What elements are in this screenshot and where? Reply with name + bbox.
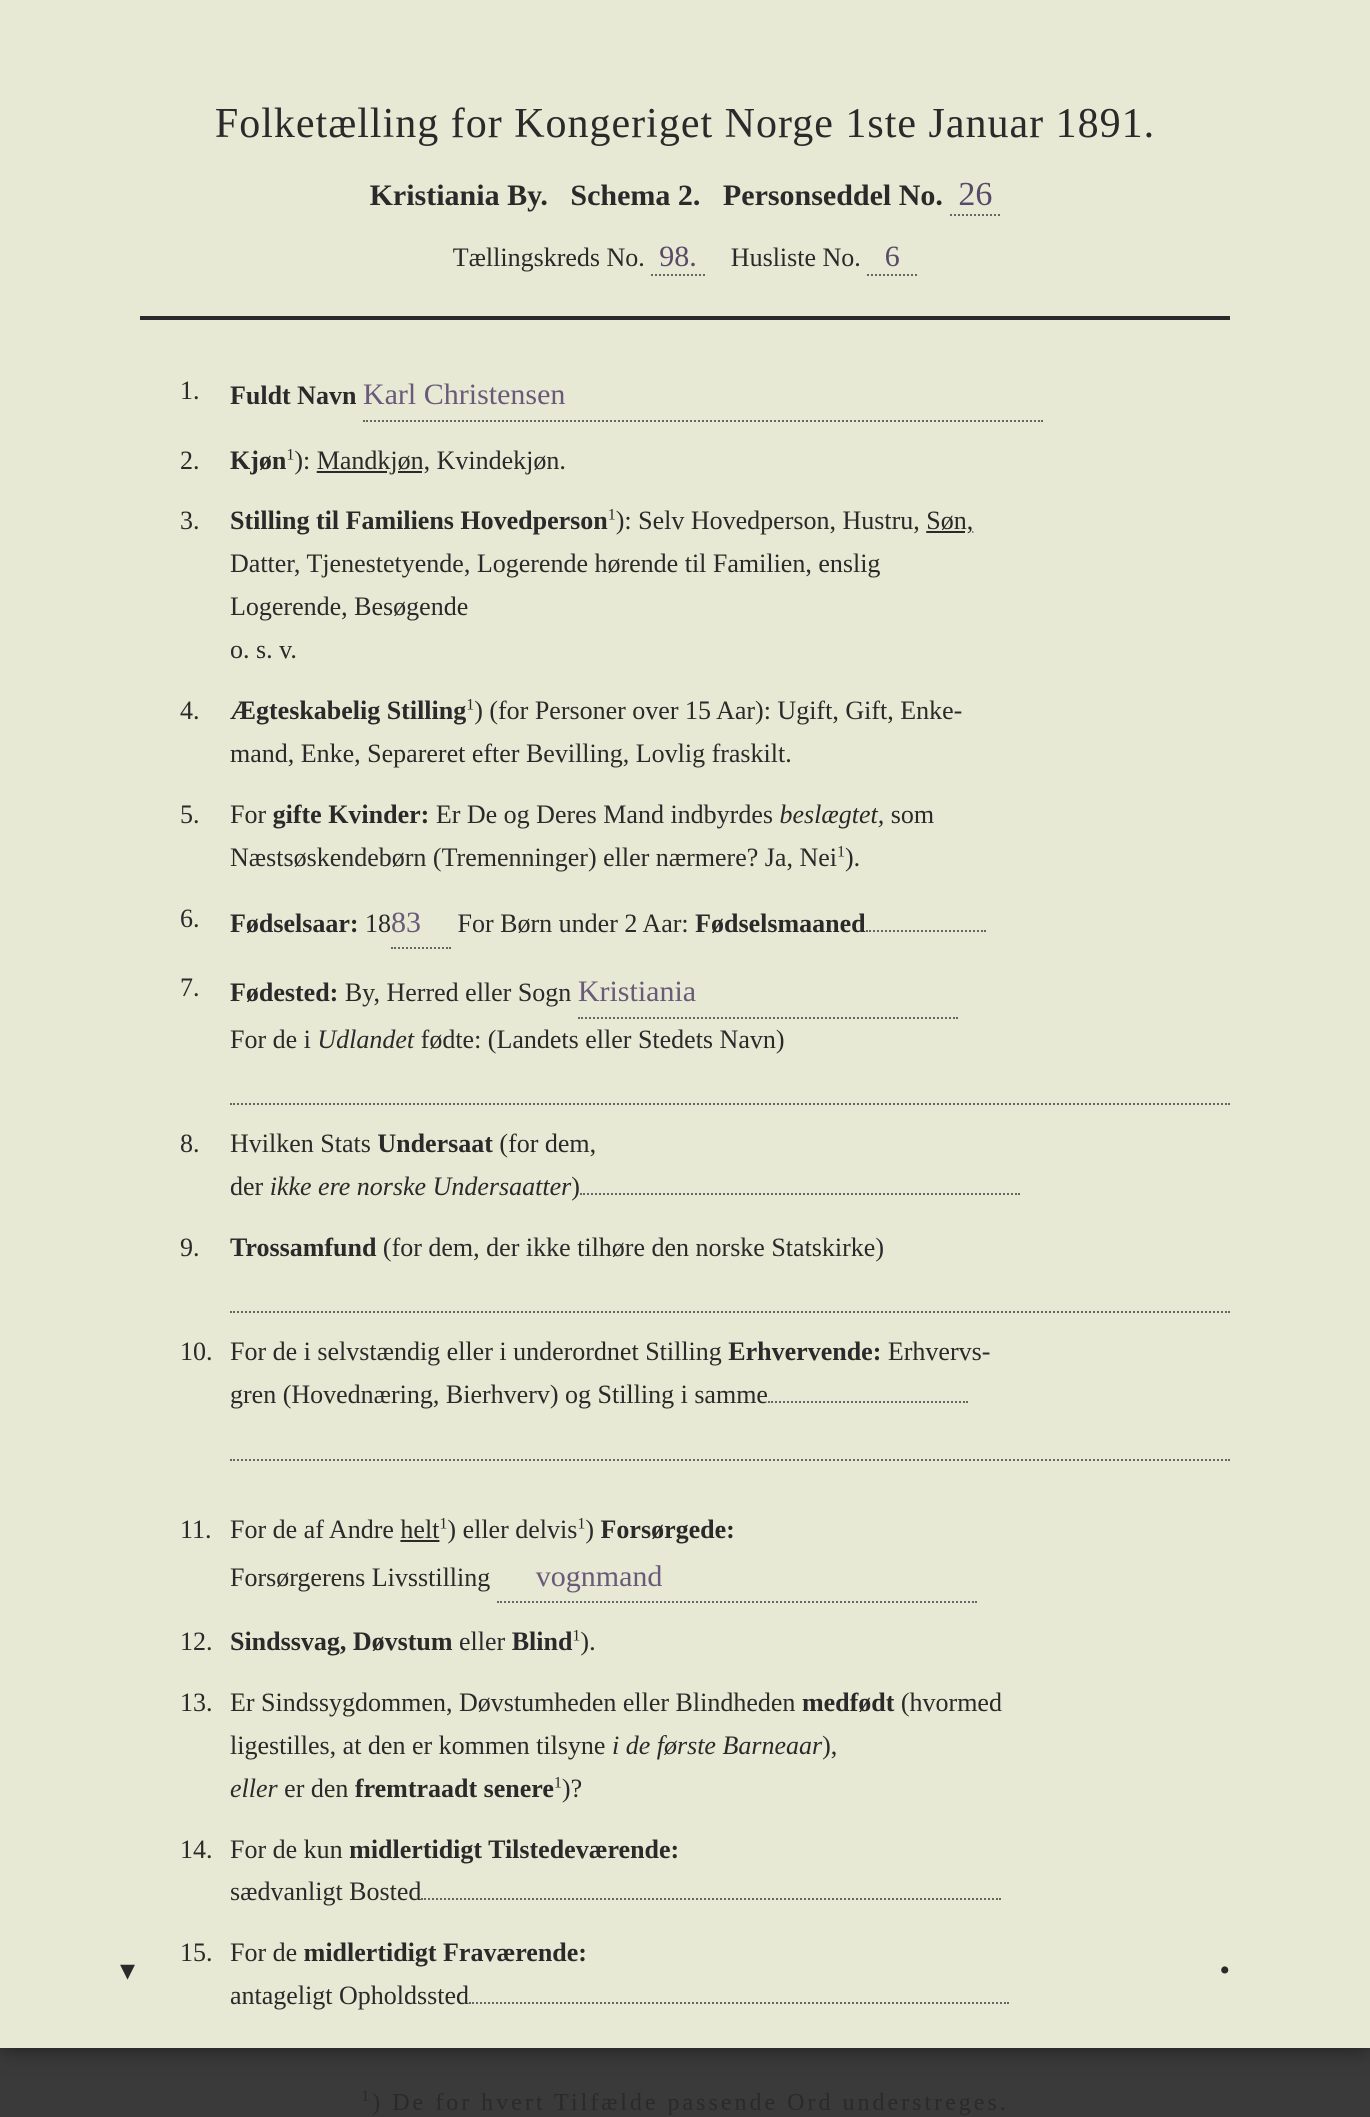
form-body: 1. Fuldt Navn Karl Christensen 2. Kjøn1)… bbox=[140, 370, 1230, 2018]
row-content: Stilling til Familiens Hovedperson1): Se… bbox=[230, 500, 1230, 672]
row-num: 11. bbox=[180, 1509, 230, 1552]
row-content: Sindssvag, Døvstum eller Blind1). bbox=[230, 1621, 1230, 1664]
field-label: Fuldt Navn bbox=[230, 381, 356, 410]
row-3: 3. Stilling til Familiens Hovedperson1):… bbox=[180, 500, 1230, 672]
field-label: midlertidigt Tilstedeværende: bbox=[349, 1835, 679, 1864]
row-7: 7. Fødested: By, Herred eller Sogn Krist… bbox=[180, 967, 1230, 1061]
field-label: Fødested: bbox=[230, 978, 338, 1007]
field-label: Erhvervende: bbox=[728, 1337, 881, 1366]
row-num: 4. bbox=[180, 690, 230, 733]
kreds-value: 98. bbox=[651, 240, 705, 276]
husliste-value: 6 bbox=[867, 240, 917, 276]
row-num: 7. bbox=[180, 967, 230, 1010]
row-8: 8. Hvilken Stats Undersaat (for dem, der… bbox=[180, 1123, 1230, 1209]
field-label: medfødt bbox=[802, 1688, 894, 1717]
row-content: For de kun midlertidigt Tilstedeværende:… bbox=[230, 1829, 1230, 1915]
row-content: Er Sindssygdommen, Døvstumheden eller Bl… bbox=[230, 1682, 1230, 1811]
row-content: Hvilken Stats Undersaat (for dem, der ik… bbox=[230, 1123, 1230, 1209]
row-9: 9. Trossamfund (for dem, der ikke tilhør… bbox=[180, 1227, 1230, 1270]
row-num: 12. bbox=[180, 1621, 230, 1664]
row-content: For de i selvstændig eller i underordnet… bbox=[230, 1331, 1230, 1417]
corner-mark-left: ▾ bbox=[120, 1953, 135, 1988]
personseddel-value: 26 bbox=[950, 176, 1000, 216]
row-content: Ægteskabelig Stilling1) (for Personer ov… bbox=[230, 690, 1230, 776]
birth-year: 83 bbox=[391, 898, 451, 950]
row-13: 13. Er Sindssygdommen, Døvstumheden elle… bbox=[180, 1682, 1230, 1811]
row-content: Trossamfund (for dem, der ikke tilhøre d… bbox=[230, 1227, 1230, 1270]
field-label: Undersaat bbox=[377, 1129, 493, 1158]
row-4: 4. Ægteskabelig Stilling1) (for Personer… bbox=[180, 690, 1230, 776]
row-num: 13. bbox=[180, 1682, 230, 1725]
name-value: Karl Christensen bbox=[363, 378, 565, 411]
field-label: Ægteskabelig Stilling bbox=[230, 696, 466, 725]
row-12: 12. Sindssvag, Døvstum eller Blind1). bbox=[180, 1621, 1230, 1664]
row-content: Fuldt Navn Karl Christensen bbox=[230, 370, 1230, 422]
row-num: 1. bbox=[180, 370, 230, 413]
meta-row: Tællingskreds No. 98. Husliste No. 6 bbox=[140, 240, 1230, 276]
row-num: 3. bbox=[180, 500, 230, 543]
footnote: 1) De for hvert Tilfælde passende Ord un… bbox=[140, 2088, 1230, 2117]
birthplace: Kristiania bbox=[578, 975, 696, 1008]
row-content: For de midlertidigt Fraværende: antageli… bbox=[230, 1932, 1230, 2018]
row-5: 5. For gifte Kvinder: Er De og Deres Man… bbox=[180, 794, 1230, 880]
form-title: Folketælling for Kongeriget Norge 1ste J… bbox=[140, 100, 1230, 148]
row-num: 2. bbox=[180, 440, 230, 483]
row-num: 15. bbox=[180, 1932, 230, 1975]
row-num: 10. bbox=[180, 1331, 230, 1374]
row-2: 2. Kjøn1): Mandkjøn, Kvindekjøn. bbox=[180, 440, 1230, 483]
census-form-page: Folketælling for Kongeriget Norge 1ste J… bbox=[0, 0, 1370, 2048]
field-label: gifte Kvinder: bbox=[273, 800, 430, 829]
row-content: Fødselsaar: 1883 For Børn under 2 Aar: F… bbox=[230, 898, 1230, 950]
row-num: 5. bbox=[180, 794, 230, 837]
row-6: 6. Fødselsaar: 1883 For Børn under 2 Aar… bbox=[180, 898, 1230, 950]
selected-relation: Søn, bbox=[926, 506, 973, 535]
row-num: 6. bbox=[180, 898, 230, 941]
personseddel-label: Personseddel No. bbox=[723, 179, 943, 212]
field-label: Stilling til Familiens Hovedperson bbox=[230, 506, 608, 535]
field-label: Forsørgede: bbox=[601, 1515, 735, 1544]
blank-line bbox=[230, 1079, 1230, 1105]
subtitle-row: Kristiania By. Schema 2. Personseddel No… bbox=[140, 176, 1230, 216]
blank-line bbox=[230, 1435, 1230, 1461]
row-content: For gifte Kvinder: Er De og Deres Mand i… bbox=[230, 794, 1230, 880]
row-10: 10. For de i selvstændig eller i underor… bbox=[180, 1331, 1230, 1417]
row-1: 1. Fuldt Navn Karl Christensen bbox=[180, 370, 1230, 422]
field-label: Kjøn bbox=[230, 446, 286, 475]
row-content: Fødested: By, Herred eller Sogn Kristian… bbox=[230, 967, 1230, 1061]
row-15: 15. For de midlertidigt Fraværende: anta… bbox=[180, 1932, 1230, 2018]
row-11: 11. For de af Andre helt1) eller delvis1… bbox=[180, 1509, 1230, 1603]
row-num: 14. bbox=[180, 1829, 230, 1872]
blank-line bbox=[230, 1288, 1230, 1314]
row-num: 9. bbox=[180, 1227, 230, 1270]
field-label: midlertidigt Fraværende: bbox=[304, 1938, 587, 1967]
field-label: Fødselsaar: bbox=[230, 909, 359, 938]
kreds-label: Tællingskreds No. bbox=[453, 243, 645, 272]
row-14: 14. For de kun midlertidigt Tilstedevære… bbox=[180, 1829, 1230, 1915]
row-num: 8. bbox=[180, 1123, 230, 1166]
provider-occupation: vognmand bbox=[536, 1560, 663, 1593]
city-label: Kristiania By. bbox=[370, 179, 548, 212]
form-header: Folketælling for Kongeriget Norge 1ste J… bbox=[140, 100, 1230, 276]
field-label: Fødselsmaaned bbox=[695, 909, 865, 938]
corner-mark-right: • bbox=[1219, 1954, 1230, 1988]
husliste-label: Husliste No. bbox=[731, 243, 861, 272]
header-divider bbox=[140, 316, 1230, 320]
field-label: Sindssvag, Døvstum bbox=[230, 1627, 453, 1656]
selected-gender: Mandkjøn, bbox=[317, 446, 430, 475]
field-label: Trossamfund bbox=[230, 1233, 376, 1262]
schema-label: Schema 2. bbox=[570, 179, 700, 212]
row-content: Kjøn1): Mandkjøn, Kvindekjøn. bbox=[230, 440, 1230, 483]
row-content: For de af Andre helt1) eller delvis1) Fo… bbox=[230, 1509, 1230, 1603]
